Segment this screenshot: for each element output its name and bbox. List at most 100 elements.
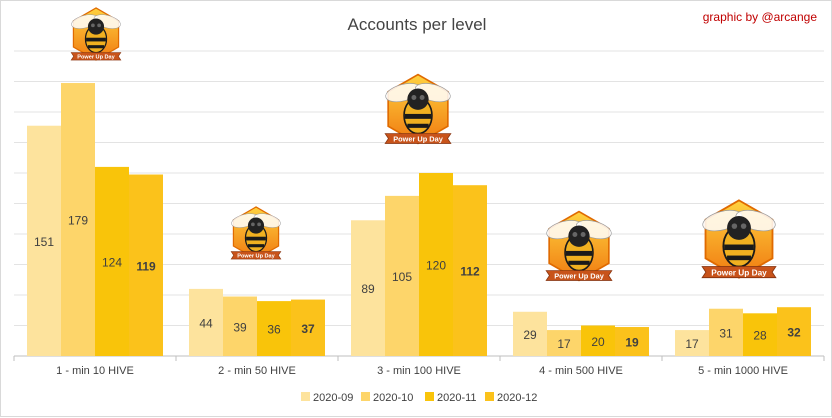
bar <box>223 296 257 356</box>
data-label: 105 <box>392 270 412 284</box>
bar <box>547 330 581 356</box>
legend-label: 2020-11 <box>437 392 477 404</box>
data-label: 124 <box>102 255 122 269</box>
legend-item: 2020-09 <box>301 392 353 404</box>
data-label: 39 <box>233 320 247 334</box>
bar <box>27 125 61 356</box>
bee-stripe <box>87 45 105 49</box>
bee-stripe <box>246 236 266 241</box>
data-labels: 151 179 124 119 44 39 36 37 89 105 120 112 29 17 20 19 1… <box>34 214 801 352</box>
data-label: 31 <box>719 326 733 340</box>
data-label: 36 <box>267 323 281 337</box>
data-label: 151 <box>34 235 54 249</box>
power-up-day-badge: Power Up Day <box>230 206 282 260</box>
badge-label: Power Up Day <box>554 271 604 280</box>
legend-swatch <box>425 392 434 401</box>
badge-label: Power Up Day <box>237 253 275 259</box>
bee-eye-icon <box>251 222 255 227</box>
bar <box>675 330 709 356</box>
credit-text: graphic by @arcange <box>703 10 818 24</box>
data-label: 119 <box>136 259 156 273</box>
legend-swatch <box>361 392 370 401</box>
bee-stripe <box>727 255 751 261</box>
bee-eye-icon <box>411 95 417 100</box>
bee-head-icon <box>247 217 265 234</box>
bar <box>95 166 129 356</box>
badges: Power Up Day Power Up Day Power Up Day Powe… <box>70 7 777 282</box>
legend-item: 2020-10 <box>361 392 413 404</box>
bar <box>351 220 385 356</box>
bar <box>615 327 649 356</box>
bee-stripe <box>247 244 265 248</box>
power-up-day-badge: Power Up Day <box>545 210 613 282</box>
bar <box>709 308 743 356</box>
bar <box>581 325 615 356</box>
badge-label: Power Up Day <box>711 268 767 277</box>
bee-stripe <box>568 260 590 265</box>
bar <box>385 195 419 356</box>
data-label: 32 <box>787 326 801 340</box>
data-label: 17 <box>685 337 699 351</box>
bar <box>61 83 95 357</box>
ribbon-banner <box>545 270 613 281</box>
data-label: 44 <box>199 316 213 330</box>
ribbon-banner <box>701 266 777 279</box>
data-label: 28 <box>753 329 767 343</box>
bee-eye-icon <box>91 23 95 28</box>
ribbon-banner <box>70 52 122 61</box>
bar <box>453 185 487 356</box>
bee-stripe <box>86 37 106 42</box>
badge-label: Power Up Day <box>77 54 115 60</box>
bee-eye-icon <box>740 223 747 229</box>
data-label: 37 <box>301 322 315 336</box>
x-axis: 1 - min 10 HIVE 2 - min 50 HIVE 3 - min 10… <box>56 365 788 377</box>
x-tick-label: 1 - min 10 HIVE <box>56 365 134 377</box>
badge-label: Power Up Day <box>393 134 443 143</box>
data-label: 112 <box>460 265 480 279</box>
bee-stripe <box>404 113 432 119</box>
x-tick-label: 4 - min 500 HIVE <box>539 365 623 377</box>
power-up-day-badge: Power Up Day <box>384 73 452 145</box>
bar <box>291 299 325 356</box>
bee-eye-icon <box>731 223 738 229</box>
legend-swatch <box>485 392 494 401</box>
bar <box>777 307 811 356</box>
data-label: 89 <box>361 282 375 296</box>
x-tick-label: 3 - min 100 HIVE <box>377 365 461 377</box>
bee-stripe <box>724 244 754 251</box>
data-label: 120 <box>426 259 446 273</box>
bar <box>419 173 453 356</box>
bar <box>513 311 547 356</box>
power-up-day-badge: Power Up Day <box>701 199 777 279</box>
bee-head-icon <box>568 225 590 247</box>
chart-title: Accounts per level <box>348 15 487 34</box>
legend-item: 2020-12 <box>485 392 537 404</box>
legend: 2020-09 2020-10 2020-11 2020-12 <box>301 392 537 404</box>
bee-head-icon <box>87 18 105 35</box>
bar <box>189 288 223 356</box>
bar <box>257 301 291 356</box>
bee-eye-icon <box>572 232 578 237</box>
bee-stripe <box>565 250 593 256</box>
bee-eye-icon <box>257 222 261 227</box>
data-label: 20 <box>591 335 605 349</box>
legend-item: 2020-11 <box>425 392 477 404</box>
bee-stripe <box>407 123 429 128</box>
ribbon-banner <box>384 133 452 144</box>
bee-eye-icon <box>580 232 586 237</box>
legend-swatch <box>301 392 310 401</box>
legend-label: 2020-10 <box>373 392 413 404</box>
x-tick-label: 5 - min 1000 HIVE <box>698 365 788 377</box>
bars <box>27 83 811 357</box>
ribbon-banner <box>230 251 282 260</box>
x-tick-label: 2 - min 50 HIVE <box>218 365 296 377</box>
legend-label: 2020-09 <box>313 392 353 404</box>
power-up-day-badge: Power Up Day <box>70 7 122 61</box>
data-label: 17 <box>557 337 571 351</box>
bar <box>743 313 777 356</box>
bar <box>129 174 163 356</box>
bee-head-icon <box>727 216 751 240</box>
data-label: 179 <box>68 214 88 228</box>
